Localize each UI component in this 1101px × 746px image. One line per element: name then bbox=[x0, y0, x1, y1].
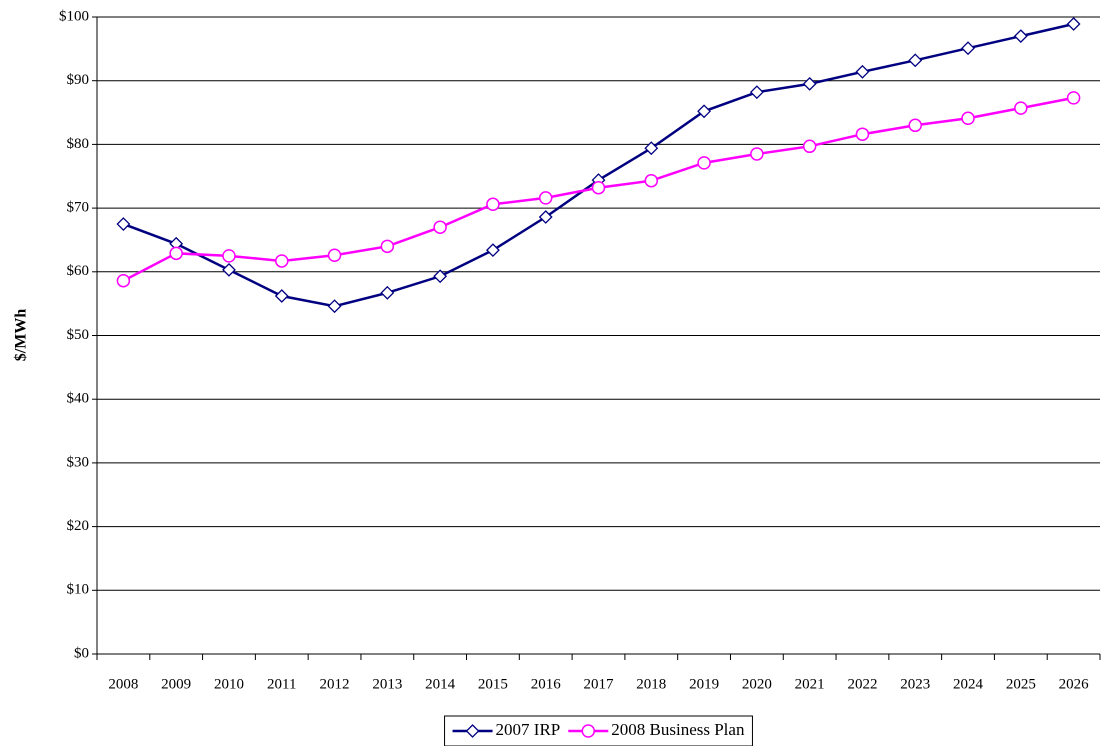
marker bbox=[486, 197, 500, 212]
marker bbox=[644, 141, 659, 156]
marker bbox=[222, 262, 236, 277]
legend-label: 2007 IRP bbox=[496, 720, 561, 739]
marker bbox=[433, 220, 447, 234]
marker bbox=[1013, 29, 1028, 44]
x-tick-label: 2015 bbox=[478, 676, 508, 692]
y-tick-label: $70 bbox=[67, 200, 90, 216]
marker bbox=[327, 299, 342, 314]
marker bbox=[1014, 101, 1028, 115]
x-tick-label: 2026 bbox=[1059, 676, 1090, 692]
y-tick-label: $30 bbox=[67, 454, 90, 470]
y-tick-label: $50 bbox=[67, 327, 90, 343]
marker bbox=[380, 285, 395, 300]
y-tick-label: $100 bbox=[59, 8, 89, 24]
x-tick-label: 2021 bbox=[795, 676, 825, 692]
x-tick-label: 2009 bbox=[161, 676, 191, 692]
series-line bbox=[122, 22, 1074, 308]
x-tick-label: 2012 bbox=[320, 676, 350, 692]
marker bbox=[908, 53, 923, 68]
x-tick-label: 2011 bbox=[267, 676, 296, 692]
marker bbox=[750, 147, 764, 161]
y-tick-label: $60 bbox=[67, 263, 90, 279]
marker bbox=[749, 85, 764, 100]
marker bbox=[697, 104, 711, 119]
x-tick-label: 2024 bbox=[953, 676, 984, 692]
x-tick-label: 2019 bbox=[689, 676, 719, 692]
marker bbox=[486, 243, 500, 258]
y-axis-label: $/MWh bbox=[13, 309, 30, 362]
marker bbox=[465, 724, 480, 738]
marker bbox=[169, 246, 183, 261]
legend-label: 2008 Business Plan bbox=[611, 720, 745, 739]
marker bbox=[591, 180, 606, 195]
marker bbox=[802, 139, 817, 154]
marker bbox=[116, 273, 131, 288]
x-tick-label: 2014 bbox=[425, 676, 456, 692]
marker bbox=[380, 239, 395, 254]
x-tick-label: 2020 bbox=[742, 676, 772, 692]
legend: 2007 IRP 2008 Business Plan bbox=[444, 715, 753, 746]
x-tick-label: 2013 bbox=[372, 676, 402, 692]
x-tick-label: 2010 bbox=[214, 676, 244, 692]
x-tick-label: 2022 bbox=[847, 676, 877, 692]
marker bbox=[116, 217, 131, 231]
marker bbox=[274, 289, 289, 303]
x-tick-label: 2008 bbox=[108, 676, 138, 692]
marker bbox=[1066, 17, 1081, 31]
marker bbox=[275, 254, 289, 268]
marker bbox=[961, 41, 975, 56]
marker bbox=[538, 210, 553, 224]
y-tick-label: $40 bbox=[67, 391, 90, 407]
marker bbox=[855, 127, 870, 141]
marker bbox=[908, 118, 922, 133]
marker bbox=[581, 724, 596, 738]
marker bbox=[222, 249, 236, 263]
x-tick-label: 2017 bbox=[584, 676, 615, 692]
marker bbox=[538, 191, 553, 205]
marker bbox=[433, 269, 448, 284]
x-tick-label: 2025 bbox=[1006, 676, 1036, 692]
marker bbox=[697, 156, 711, 170]
y-tick-label: $80 bbox=[67, 136, 90, 152]
x-tick-label: 2023 bbox=[900, 676, 930, 692]
x-tick-label: 2018 bbox=[636, 676, 666, 692]
marker bbox=[1066, 91, 1081, 105]
x-tick-label: 2016 bbox=[531, 676, 562, 692]
y-tick-label: $10 bbox=[67, 582, 90, 598]
y-tick-label: $90 bbox=[67, 72, 90, 88]
marker bbox=[855, 64, 870, 79]
marker bbox=[961, 111, 975, 126]
marker bbox=[644, 173, 659, 188]
marker bbox=[802, 76, 817, 91]
y-tick-label: $0 bbox=[74, 645, 89, 661]
marker bbox=[327, 248, 342, 262]
y-tick-label: $20 bbox=[67, 518, 90, 534]
